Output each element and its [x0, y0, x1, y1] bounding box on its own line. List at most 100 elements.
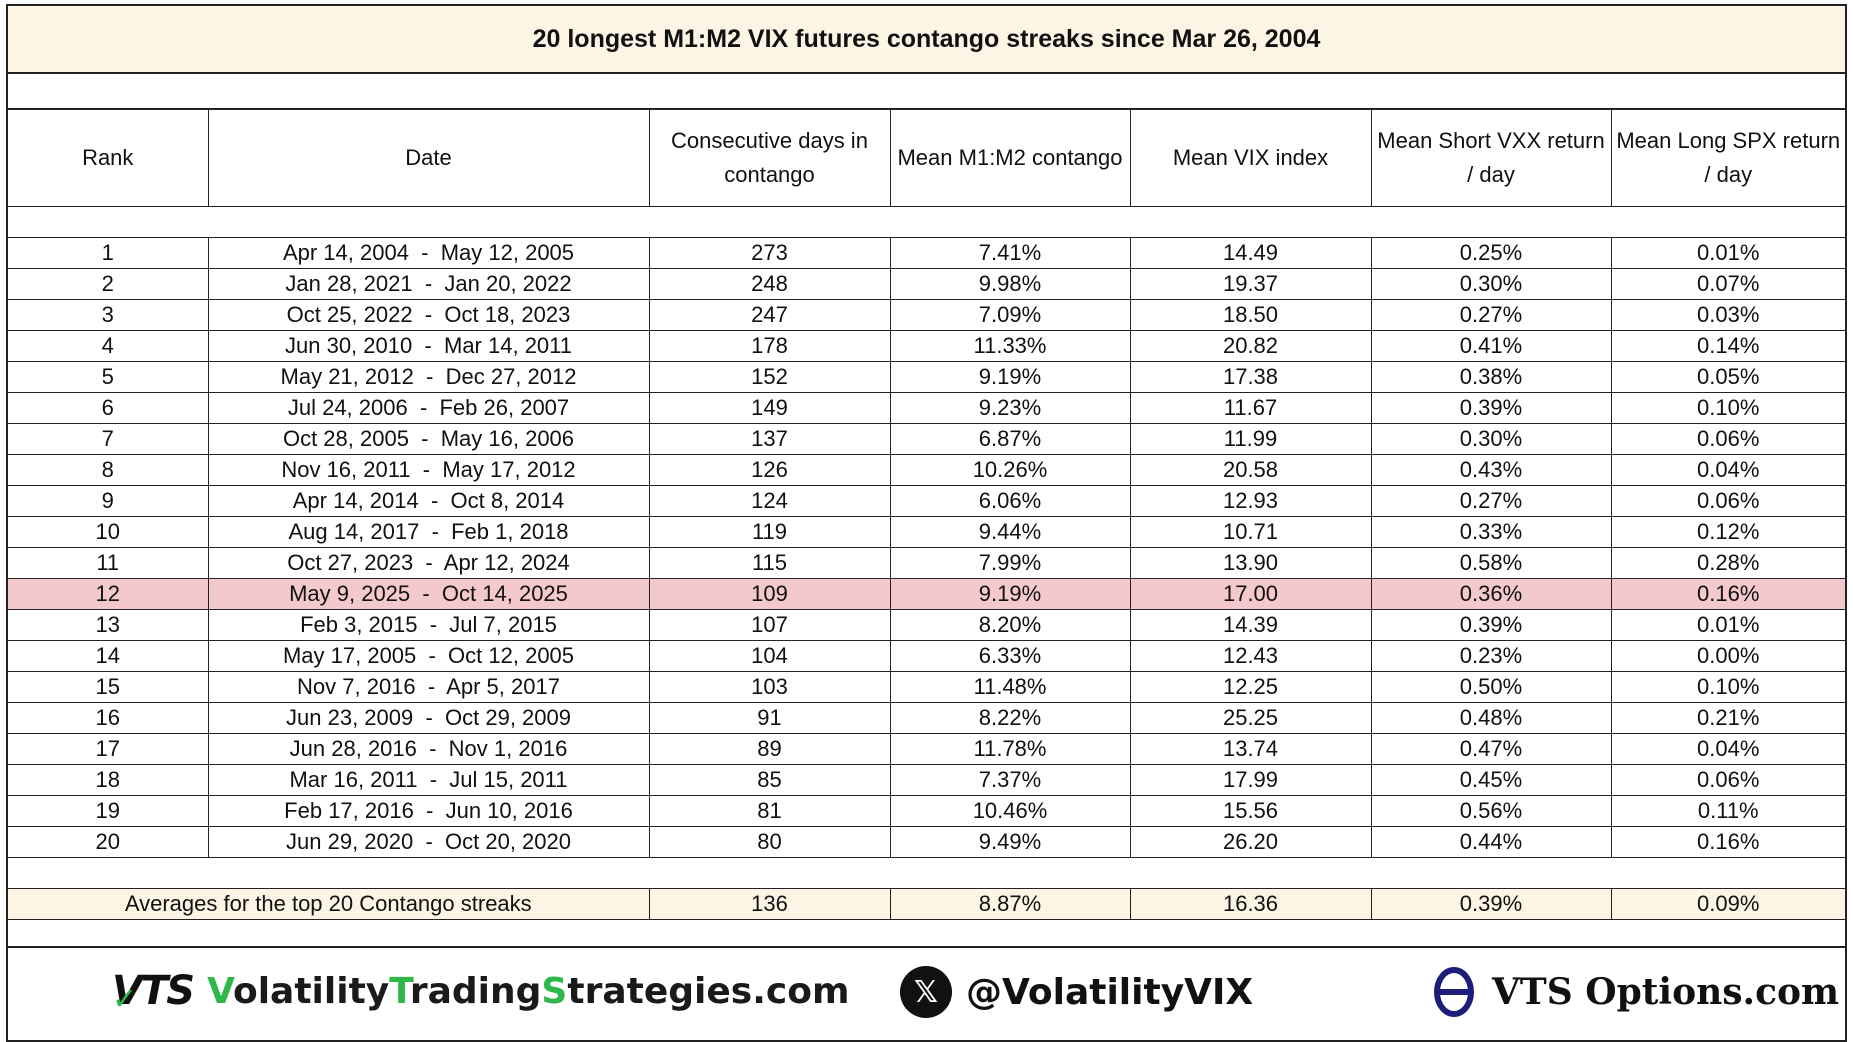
- rank-cell: 8: [8, 454, 209, 486]
- vxx-cell: 0.38%: [1370, 361, 1612, 393]
- vxx-cell: 0.58%: [1370, 547, 1612, 579]
- date-cell: Apr 14, 2004 - May 12, 2005: [207, 237, 650, 269]
- average-days-cell: 136: [648, 888, 891, 920]
- days-cell: 85: [648, 764, 891, 796]
- days-cell: 152: [648, 361, 891, 393]
- header-long-spx: Mean Long SPX return / day: [1610, 110, 1845, 207]
- date-cell: Feb 17, 2016 - Jun 10, 2016: [207, 795, 650, 827]
- x-brand: 𝕏 @VolatilityVIX: [900, 966, 1253, 1018]
- spx-cell: 0.11%: [1610, 795, 1845, 827]
- days-cell: 178: [648, 330, 891, 362]
- x-handle: @VolatilityVIX: [966, 971, 1254, 1013]
- vxx-cell: 0.23%: [1370, 640, 1612, 672]
- spx-cell: 0.01%: [1610, 237, 1845, 269]
- vix-cell: 17.00: [1129, 578, 1372, 610]
- days-cell: 137: [648, 423, 891, 455]
- vxx-cell: 0.48%: [1370, 702, 1612, 734]
- days-cell: 124: [648, 485, 891, 517]
- contango-cell: 6.06%: [889, 485, 1131, 517]
- contango-cell: 11.78%: [889, 733, 1131, 765]
- rank-cell: 15: [8, 671, 209, 703]
- date-cell: May 9, 2025 - Oct 14, 2025: [207, 578, 650, 610]
- table-row: 3 Oct 25, 2022 - Oct 18, 2023 247 7.09% 18.5…: [8, 299, 1845, 331]
- days-cell: 89: [648, 733, 891, 765]
- vxx-cell: 0.25%: [1370, 237, 1612, 269]
- vix-cell: 17.99: [1129, 764, 1372, 796]
- spx-cell: 0.16%: [1610, 826, 1845, 858]
- contango-cell: 7.37%: [889, 764, 1131, 796]
- vix-cell: 10.71: [1129, 516, 1372, 548]
- table-row: 14 May 17, 2005 - Oct 12, 2005 104 6.33% 12.…: [8, 640, 1845, 672]
- date-cell: Feb 3, 2015 - Jul 7, 2015: [207, 609, 650, 641]
- rank-cell: 17: [8, 733, 209, 765]
- contango-cell: 10.26%: [889, 454, 1131, 486]
- vix-cell: 20.58: [1129, 454, 1372, 486]
- date-cell: Oct 28, 2005 - May 16, 2006: [207, 423, 650, 455]
- vts-logo: VTS ✓: [112, 968, 195, 1017]
- spx-cell: 0.01%: [1610, 609, 1845, 641]
- contango-cell: 6.87%: [889, 423, 1131, 455]
- date-cell: Nov 16, 2011 - May 17, 2012: [207, 454, 650, 486]
- table-row: 15 Nov 7, 2016 - Apr 5, 2017 103 11.48% 12.2…: [8, 671, 1845, 703]
- footer: VTS ✓ VolatilityTradingStrategies.com 𝕏 @…: [8, 946, 1845, 1040]
- vix-cell: 17.38: [1129, 361, 1372, 393]
- page-title: 20 longest M1:M2 VIX futures contango st…: [8, 6, 1845, 74]
- vxx-cell: 0.50%: [1370, 671, 1612, 703]
- rank-cell: 14: [8, 640, 209, 672]
- table-row: 19 Feb 17, 2016 - Jun 10, 2016 81 10.46% 15.…: [8, 795, 1845, 827]
- vxx-cell: 0.43%: [1370, 454, 1612, 486]
- header-short-vxx: Mean Short VXX return / day: [1370, 110, 1612, 207]
- header-rank: Rank: [8, 110, 209, 207]
- days-cell: 119: [648, 516, 891, 548]
- averages-row: Averages for the top 20 Contango streaks…: [8, 888, 1845, 920]
- days-cell: 109: [648, 578, 891, 610]
- days-cell: 80: [648, 826, 891, 858]
- days-cell: 273: [648, 237, 891, 269]
- vix-cell: 18.50: [1129, 299, 1372, 331]
- spacer-row: [8, 857, 1845, 889]
- table-row: 20 Jun 29, 2020 - Oct 20, 2020 80 9.49% 26.2…: [8, 826, 1845, 858]
- contango-cell: 9.49%: [889, 826, 1131, 858]
- days-cell: 91: [648, 702, 891, 734]
- header-mean-contango: Mean M1:M2 contango: [889, 110, 1131, 207]
- average-vix-cell: 16.36: [1129, 888, 1372, 920]
- table-row: 6 Jul 24, 2006 - Feb 26, 2007 149 9.23% 11.6…: [8, 392, 1845, 424]
- table-row: 10 Aug 14, 2017 - Feb 1, 2018 119 9.44% 10.7…: [8, 516, 1845, 548]
- options-brand: VTS Options.com: [1432, 966, 1839, 1018]
- days-cell: 149: [648, 392, 891, 424]
- spx-cell: 0.03%: [1610, 299, 1845, 331]
- days-cell: 126: [648, 454, 891, 486]
- vxx-cell: 0.30%: [1370, 268, 1612, 300]
- vix-cell: 12.43: [1129, 640, 1372, 672]
- average-vxx-cell: 0.39%: [1370, 888, 1612, 920]
- rank-cell: 19: [8, 795, 209, 827]
- vxx-cell: 0.27%: [1370, 299, 1612, 331]
- table-row: 11 Oct 27, 2023 - Apr 12, 2024 115 7.99% 13.…: [8, 547, 1845, 579]
- spx-cell: 0.10%: [1610, 671, 1845, 703]
- average-spx-cell: 0.09%: [1610, 888, 1845, 920]
- date-cell: Nov 7, 2016 - Apr 5, 2017: [207, 671, 650, 703]
- vxx-cell: 0.36%: [1370, 578, 1612, 610]
- vix-cell: 11.99: [1129, 423, 1372, 455]
- contango-cell: 7.41%: [889, 237, 1131, 269]
- vix-cell: 20.82: [1129, 330, 1372, 362]
- table-row: 8 Nov 16, 2011 - May 17, 2012 126 10.26% 20.…: [8, 454, 1845, 486]
- spx-cell: 0.04%: [1610, 733, 1845, 765]
- spx-cell: 0.12%: [1610, 516, 1845, 548]
- vxx-cell: 0.33%: [1370, 516, 1612, 548]
- vix-cell: 12.25: [1129, 671, 1372, 703]
- spx-cell: 0.06%: [1610, 485, 1845, 517]
- header-row: Rank Date Consecutive days in contango M…: [8, 110, 1845, 207]
- date-cell: Aug 14, 2017 - Feb 1, 2018: [207, 516, 650, 548]
- table-row: 9 Apr 14, 2014 - Oct 8, 2014 124 6.06% 12.93…: [8, 485, 1845, 517]
- spx-cell: 0.04%: [1610, 454, 1845, 486]
- rank-cell: 13: [8, 609, 209, 641]
- date-cell: Apr 14, 2014 - Oct 8, 2014: [207, 485, 650, 517]
- vix-cell: 13.74: [1129, 733, 1372, 765]
- vts-brand: VTS ✓ VolatilityTradingStrategies.com: [112, 968, 850, 1017]
- title-gap: [8, 74, 1845, 110]
- rank-cell: 5: [8, 361, 209, 393]
- table-row: 2 Jan 28, 2021 - Jan 20, 2022 248 9.98% 19.3…: [8, 268, 1845, 300]
- site-name: VolatilityTradingStrategies.com: [207, 970, 850, 1012]
- vix-cell: 15.56: [1129, 795, 1372, 827]
